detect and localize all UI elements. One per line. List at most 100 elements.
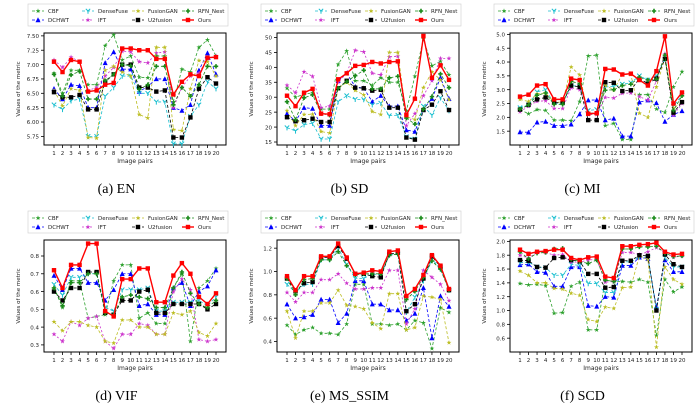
data-point-cbf xyxy=(628,279,634,285)
data-point-ours xyxy=(534,249,540,254)
data-point-ours xyxy=(586,111,591,116)
data-point-ift xyxy=(318,105,324,110)
legend-marker xyxy=(35,17,41,23)
data-point-ours xyxy=(68,262,74,268)
data-point-cbf xyxy=(327,330,333,336)
data-point-ours xyxy=(188,72,193,77)
data-point-rfn-nest xyxy=(120,62,125,67)
x-tick-label: 18 xyxy=(428,358,435,364)
data-point-fusiongan xyxy=(153,44,159,50)
data-point-dchwt xyxy=(111,287,117,292)
data-point-dchwt xyxy=(662,118,668,124)
data-point-u2fusion xyxy=(603,285,608,290)
x-tick-label: 5 xyxy=(552,358,556,364)
data-point-ift xyxy=(420,267,426,273)
data-point-ift xyxy=(420,93,426,98)
legend-marker xyxy=(418,215,424,221)
data-point-u2fusion xyxy=(534,97,540,102)
data-point-ift xyxy=(611,95,617,101)
x-tick-label: 12 xyxy=(377,358,384,364)
data-point-dchwt xyxy=(284,301,290,307)
data-point-u2fusion xyxy=(301,118,307,123)
data-point-fusiongan xyxy=(179,312,185,317)
series-line-fusiongan xyxy=(53,310,217,344)
x-tick-label: 13 xyxy=(386,358,393,364)
data-point-ours xyxy=(560,97,565,102)
data-point-dchwt xyxy=(602,117,608,123)
data-point-dchwt xyxy=(213,267,219,273)
data-point-u2fusion xyxy=(387,105,392,110)
data-point-dchwt xyxy=(77,265,83,271)
legend-marker xyxy=(85,8,91,14)
data-point-densefuse xyxy=(196,102,202,108)
legend-marker xyxy=(418,8,424,14)
data-point-u2fusion xyxy=(196,86,202,91)
x-tick-label: 14 xyxy=(627,151,634,157)
data-point-densefuse xyxy=(292,128,299,134)
data-point-rfn-nest xyxy=(628,81,634,87)
data-point-rfn-nest xyxy=(586,261,591,266)
data-point-dchwt xyxy=(437,293,443,299)
legend-label: FusionGAN xyxy=(614,216,644,222)
data-point-rfn-nest xyxy=(68,280,74,285)
series-ours xyxy=(51,241,219,319)
data-point-u2fusion xyxy=(560,255,565,260)
y-axis-label: Values of the metric xyxy=(482,268,488,323)
data-point-u2fusion xyxy=(671,110,676,115)
legend-label: FusionGAN xyxy=(381,9,411,15)
data-point-cbf xyxy=(403,108,409,113)
y-tick-label: 0.8 xyxy=(263,293,272,299)
legend-item-dchwt: DCHWT xyxy=(32,224,70,231)
data-point-ours xyxy=(370,268,375,273)
data-point-cbf xyxy=(318,330,324,336)
data-point-ours xyxy=(438,63,443,68)
data-point-ours xyxy=(196,294,202,300)
x-tick-label: 16 xyxy=(411,151,418,157)
x-tick-label: 1 xyxy=(285,151,289,157)
data-point-cbf xyxy=(577,279,583,285)
data-point-cbf xyxy=(378,75,384,80)
data-point-rfn-nest xyxy=(85,96,91,102)
data-point-dchwt xyxy=(602,293,608,299)
data-point-cbf xyxy=(568,118,574,123)
series-line-ift xyxy=(53,50,217,110)
data-point-cbf xyxy=(318,106,324,112)
data-point-cbf xyxy=(671,84,676,90)
data-point-fusiongan xyxy=(378,111,384,117)
data-point-densefuse xyxy=(170,141,176,147)
data-point-ours xyxy=(213,291,219,296)
data-point-densefuse xyxy=(111,85,117,91)
data-point-fusiongan xyxy=(68,319,74,324)
x-axis: 1 2 3 4 5 6 7 8 9 10 11 12 13 14 15 16 17 18 19 20 xyxy=(52,352,220,364)
data-point-ift xyxy=(327,103,333,109)
data-point-dchwt xyxy=(378,301,384,307)
data-point-ours xyxy=(335,77,341,82)
legend-item-ift: IFT xyxy=(82,17,107,24)
x-tick-label: 5 xyxy=(319,358,323,364)
caption-en: (a) EN xyxy=(97,182,136,197)
data-point-dchwt xyxy=(68,81,74,87)
x-tick-label: 15 xyxy=(170,358,177,364)
y-tick-label: 45 xyxy=(265,51,272,57)
legend-item-ours: Ours xyxy=(182,17,211,24)
data-point-u2fusion xyxy=(188,115,193,120)
series-line-fusiongan xyxy=(286,289,450,343)
legend-item-u2fusion: U2fusion xyxy=(365,17,406,24)
y-tick-label: 2.0 xyxy=(496,240,505,246)
data-point-dchwt xyxy=(335,320,341,326)
data-point-u2fusion xyxy=(77,92,82,98)
data-point-densefuse xyxy=(602,289,608,296)
x-tick-label: 6 xyxy=(328,151,332,157)
data-point-rfn-nest xyxy=(145,82,150,87)
data-point-fusiongan xyxy=(196,329,202,335)
caption-ms-ssim: (e) MS_SSIM xyxy=(310,389,389,404)
data-point-cbf xyxy=(293,94,298,100)
data-point-u2fusion xyxy=(429,102,435,107)
data-point-ours xyxy=(421,272,426,278)
data-point-u2fusion xyxy=(188,301,193,307)
data-point-fusiongan xyxy=(293,335,298,341)
plot-frame xyxy=(276,32,460,146)
legend-label: CBF xyxy=(514,9,525,15)
x-tick-label: 17 xyxy=(653,358,660,364)
